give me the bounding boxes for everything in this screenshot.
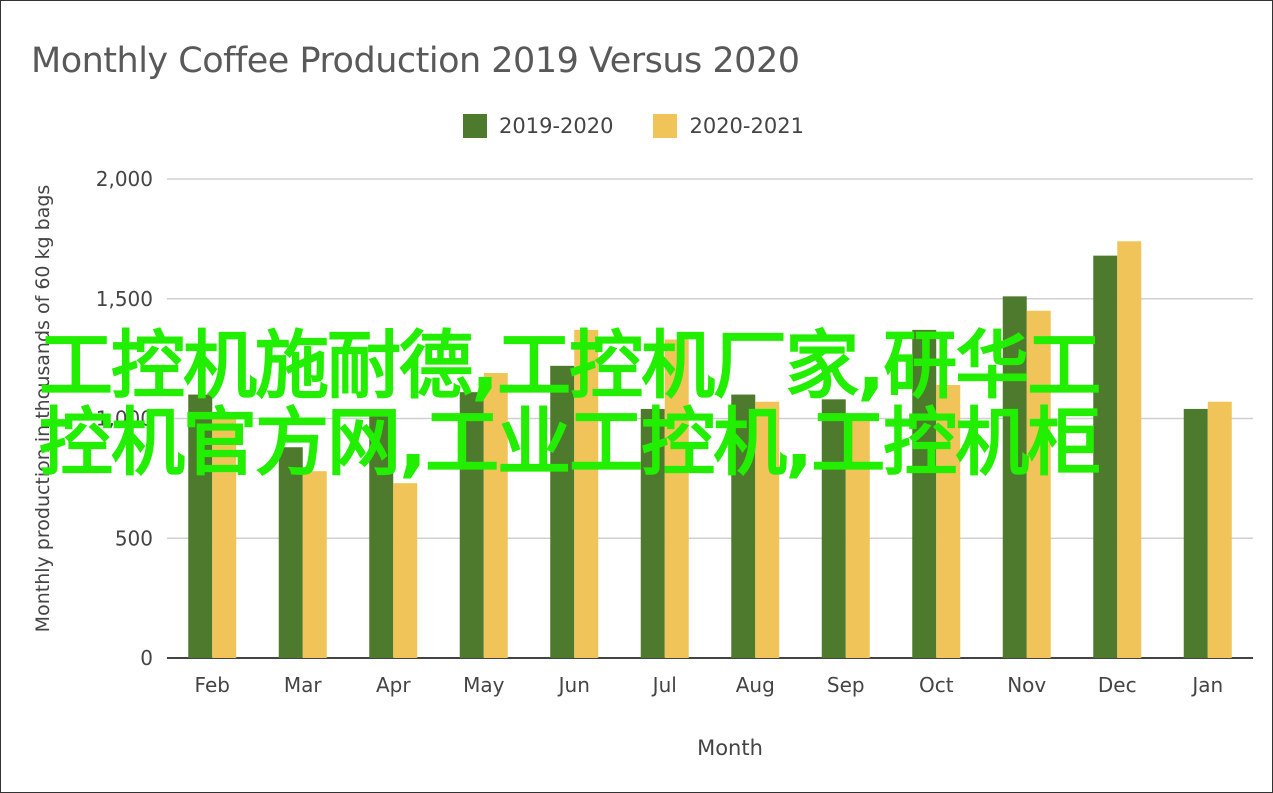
watermark-overlay-text: 工控机施耐德,工控机厂家,研华工 控机官方网,工业工控机,工控机柜 [39,323,1101,486]
bar-sep-series-1 [821,399,846,658]
bar-mar-series-1 [278,447,303,658]
y-tick-label: 1,000 [96,407,153,431]
x-tick-label: Dec [1098,673,1137,697]
bar-dec-series-2 [1117,241,1142,658]
overlay-line-2: 控机官方网,工业工控机,工控机柜 [39,400,1101,486]
chart-title: Monthly Coffee Production 2019 Versus 20… [31,41,800,81]
legend-label-series-1: 2019-2020 [499,114,614,138]
x-tick-label: Aug [736,673,775,697]
bar-jul-series-2 [664,339,689,658]
bar-aug-series-1 [731,394,756,658]
legend-swatch-series-1 [463,114,487,138]
legend-swatch-series-2 [653,114,678,138]
bar-jun-series-1 [550,365,575,658]
bar-may-series-2 [483,372,508,658]
x-tick-label: Mar [284,673,323,697]
x-tick-label: Jul [651,673,677,697]
bar-feb-series-1 [188,394,213,658]
x-tick-label: Apr [376,673,411,697]
bar-feb-series-2 [212,418,237,658]
legend-item-series-1: 2019-2020 [463,114,613,138]
bar-jul-series-1 [640,408,665,658]
y-axis-title: Monthly production in thousands of 60 kg… [32,185,54,633]
bar-dec-series-1 [1093,255,1118,658]
bar-may-series-1 [459,392,484,658]
bar-jun-series-2 [574,329,599,658]
x-tick-label: Jun [557,673,590,697]
legend-item-series-2: 2020-2021 [653,114,804,138]
y-tick-label: 1,500 [96,287,153,311]
legend-label-series-2: 2020-2021 [689,114,804,138]
bar-oct-series-1 [912,329,937,658]
bar-apr-series-2 [393,483,418,658]
bar-nov-series-2 [1026,310,1051,658]
x-tick-label: May [463,673,505,697]
bar-nov-series-1 [1002,296,1027,658]
bar-jan-series-1 [1183,408,1208,658]
bar-aug-series-2 [755,401,780,658]
y-tick-label: 2,000 [96,167,153,191]
bar-oct-series-2 [936,384,961,658]
x-tick-label: Oct [919,673,954,697]
bar-apr-series-1 [369,413,394,658]
x-axis-title: Month [697,736,763,760]
x-tick-label: Sep [827,673,865,697]
x-tick-label: Feb [195,673,230,697]
x-tick-label: Nov [1007,673,1046,697]
bar-mar-series-2 [302,471,327,658]
y-tick-label: 0 [140,646,153,670]
bar-jan-series-2 [1207,401,1232,658]
chart-legend: 2019-2020 2020-2021 [463,113,804,139]
x-tick-label: Jan [1190,673,1223,697]
y-tick-label: 500 [115,526,153,550]
bar-sep-series-2 [845,418,870,658]
overlay-line-1: 工控机施耐德,工控机厂家,研华工 [39,323,1101,409]
